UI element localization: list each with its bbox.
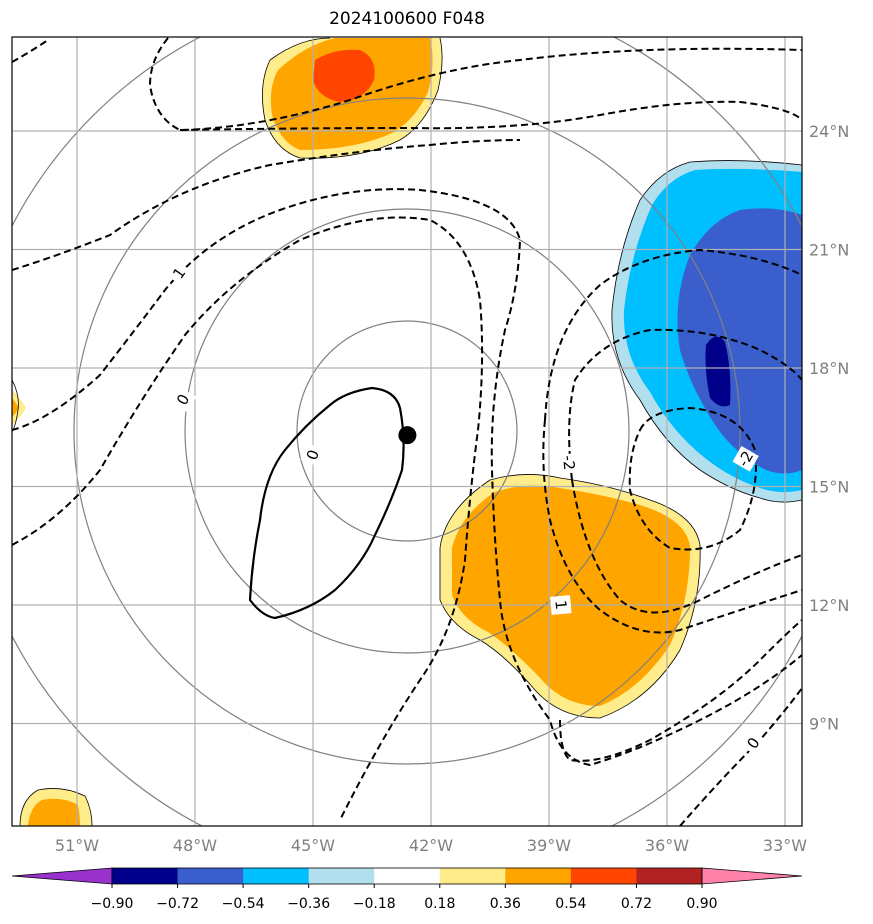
latitude-label: 9°N bbox=[809, 715, 839, 734]
latitude-label: 21°N bbox=[809, 241, 849, 260]
colorbar-tick-label: −0.54 bbox=[222, 896, 265, 912]
latitude-label: 15°N bbox=[809, 478, 849, 497]
colorbar-tick-label: 0.36 bbox=[490, 896, 521, 912]
contour-north-2 bbox=[179, 100, 802, 131]
longitude-label: 33°W bbox=[763, 836, 807, 855]
colorbar-tick-label: −0.36 bbox=[287, 896, 330, 912]
colorbar-segment bbox=[636, 868, 703, 884]
colorbar-segment bbox=[243, 868, 310, 884]
colorbar-segment bbox=[374, 868, 441, 884]
contour-north-loop bbox=[148, 37, 802, 132]
longitude-label: 39°W bbox=[527, 836, 571, 855]
contour-north-top bbox=[12, 39, 49, 63]
longitude-label: 51°W bbox=[55, 836, 99, 855]
colorbar-labels: −0.90 −0.72 −0.54 −0.36 −0.18 0.18 0.36 0.54 0.7… bbox=[91, 884, 718, 912]
colorbar-extend-min bbox=[11, 867, 113, 885]
contour-labels: 100 -21-20 bbox=[165, 260, 767, 757]
contour-1-south bbox=[559, 619, 802, 762]
colorbar-segment bbox=[177, 868, 244, 884]
contour-label-bg bbox=[300, 443, 326, 467]
positive-anomaly-southwest bbox=[19, 788, 93, 826]
contour-label-bg bbox=[550, 595, 572, 615]
contour-minus2-inner-loop bbox=[628, 406, 757, 551]
longitude-label: 36°W bbox=[645, 836, 689, 855]
contour-1-west bbox=[12, 188, 802, 767]
contour-minus1-east bbox=[571, 479, 802, 614]
storm-track-contour bbox=[248, 386, 405, 620]
colorbar-segment bbox=[570, 868, 637, 884]
contour-label-bg bbox=[557, 452, 580, 473]
contour-label-bg bbox=[170, 386, 197, 413]
contour-0-east bbox=[679, 687, 802, 826]
latitude-labels: 24°N 21°N 18°N 15°N 12°N 9°N bbox=[809, 122, 849, 734]
positive-anomaly-west-edge bbox=[12, 379, 26, 433]
colorbar-tick-label: −0.18 bbox=[353, 896, 396, 912]
contour-label-bg bbox=[165, 260, 193, 287]
negative-anomaly-east bbox=[611, 160, 802, 503]
longitude-label: 45°W bbox=[291, 836, 335, 855]
colorbar bbox=[11, 867, 803, 885]
longitude-labels: 51°W 48°W 45°W 42°W 39°W 36°W 33°W bbox=[55, 836, 807, 855]
range-rings bbox=[12, 37, 802, 826]
colorbar-tick-label: 0.90 bbox=[686, 896, 717, 912]
map-title: 2024100600 F048 bbox=[329, 9, 485, 29]
contour-inner-east bbox=[544, 248, 802, 421]
contour-label: -2 bbox=[559, 455, 578, 471]
positive-anomaly-north bbox=[262, 37, 443, 159]
longitude-label: 48°W bbox=[173, 836, 217, 855]
storm-center-marker bbox=[398, 426, 417, 445]
colorbar-outline bbox=[111, 867, 703, 885]
latitude-label: 24°N bbox=[809, 122, 849, 141]
contour-label-bg bbox=[732, 446, 759, 472]
map-frame bbox=[11, 36, 803, 827]
colorbar-tick-label: −0.90 bbox=[91, 896, 134, 912]
map-area: 100 -21-20 bbox=[12, 37, 802, 826]
colorbar-extend-max bbox=[701, 867, 803, 885]
longitude-label: 42°W bbox=[409, 836, 453, 855]
contour-label: 1 bbox=[551, 599, 570, 610]
contour-minus2 bbox=[568, 328, 802, 481]
gridlines bbox=[12, 37, 802, 826]
colorbar-tick-label: −0.72 bbox=[156, 896, 199, 912]
colorbar-segment bbox=[439, 868, 506, 884]
contour-outer-1 bbox=[12, 139, 521, 271]
contour-east-arc bbox=[542, 419, 802, 634]
dashed-contours bbox=[12, 37, 802, 826]
colorbar-tick-label: 0.18 bbox=[424, 896, 455, 912]
positive-anomaly-south bbox=[439, 474, 701, 719]
contour-0-west bbox=[12, 216, 484, 821]
colorbar-segment bbox=[505, 868, 572, 884]
colorbar-segment bbox=[308, 868, 375, 884]
latitude-label: 18°N bbox=[809, 359, 849, 378]
colorbar-segment bbox=[112, 868, 179, 884]
latitude-label: 12°N bbox=[809, 596, 849, 615]
colorbar-tick-label: 0.72 bbox=[621, 896, 652, 912]
contour-label-bg bbox=[740, 730, 767, 757]
colorbar-tick-label: 0.54 bbox=[555, 896, 586, 912]
